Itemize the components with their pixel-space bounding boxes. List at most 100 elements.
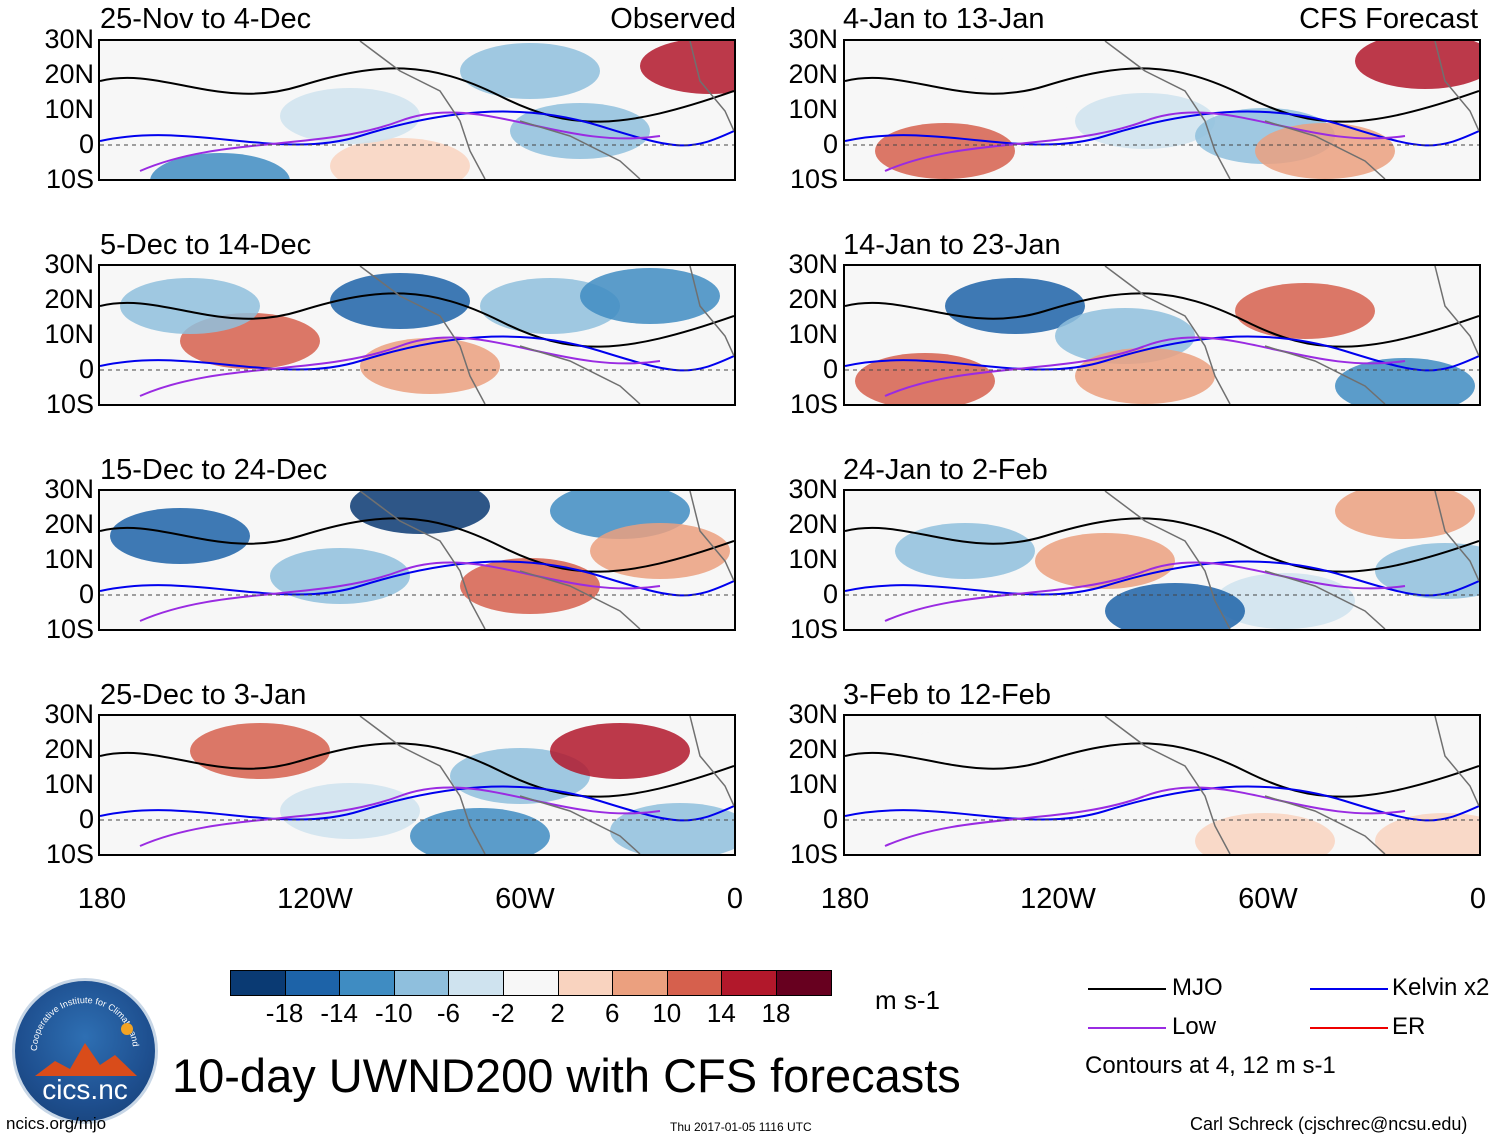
lat-label: 20N: [44, 734, 94, 764]
wind-anomaly-shade: [875, 123, 1015, 179]
lat-label: 30N: [788, 249, 838, 279]
wind-anomaly-shade: [895, 523, 1035, 579]
mjo-legend-line: [1088, 988, 1166, 990]
colorbar-swatch: [284, 970, 341, 996]
wind-anomaly-shade: [1235, 283, 1375, 339]
lat-label: 30N: [788, 699, 838, 729]
wave-contour: [139, 336, 661, 397]
colorbar-swatch: [393, 970, 450, 996]
footer-timestamp: Thu 2017-01-05 1116 UTC: [670, 1120, 812, 1134]
wave-contour: [139, 561, 661, 622]
panel-title: 25-Nov to 4-Dec: [100, 3, 312, 35]
wind-anomaly-shade: [360, 338, 500, 394]
colorbar-tick-label: -18: [265, 998, 304, 1028]
lat-label: 30N: [44, 249, 94, 279]
wind-anomaly-shade: [1355, 41, 1479, 89]
panel-title: 14-Jan to 23-Jan: [843, 229, 1061, 261]
wind-anomaly-shade: [895, 728, 1035, 784]
wind-anomaly-shade: [510, 103, 650, 159]
wave-contour: [845, 67, 1479, 123]
lat-label: 0: [78, 804, 94, 834]
er-legend-line: [1310, 1027, 1388, 1029]
wind-anomaly-shade: [590, 523, 730, 579]
wave-contour: [845, 560, 1479, 597]
lat-label: 10S: [789, 389, 838, 419]
wind-anomaly-shade: [975, 798, 1115, 854]
wave-contour: [845, 335, 1479, 372]
wave-contour: [100, 110, 734, 147]
lat-label: 20N: [788, 509, 838, 539]
lat-label: 0: [822, 579, 838, 609]
lat-label: 0: [78, 129, 94, 159]
map-panel-observed-2: [98, 264, 736, 406]
lon-label: 120W: [1020, 883, 1096, 915]
lon-label: 60W: [1238, 883, 1298, 915]
lat-label: 10S: [789, 839, 838, 869]
map-panel-observed-4: [98, 714, 736, 856]
coastline: [1104, 41, 1479, 179]
wave-contour: [845, 517, 1479, 573]
colorbar-units: m s-1: [875, 985, 940, 1015]
mjo-legend-label: MJO: [1172, 974, 1223, 1001]
colorbar-swatch: [666, 970, 723, 996]
wind-anomaly-shade: [460, 43, 600, 99]
wind-anomaly-shade: [855, 353, 995, 404]
low-legend-label: Low: [1172, 1013, 1217, 1040]
coastline: [1104, 266, 1479, 404]
wind-anomaly-shade: [945, 278, 1085, 334]
map-panel-observed-3: [98, 489, 736, 631]
lat-label: 10N: [788, 319, 838, 349]
lat-label: 30N: [44, 474, 94, 504]
lat-label: 30N: [788, 474, 838, 504]
map-panel-forecast-1: [843, 39, 1481, 181]
lat-label: 10S: [45, 839, 94, 869]
lat-label: 10N: [788, 769, 838, 799]
lat-label: 10S: [45, 389, 94, 419]
colorbar-tick-label: -2: [491, 998, 515, 1028]
panel-title: 3-Feb to 12-Feb: [843, 679, 1051, 711]
lon-label: 0: [726, 883, 744, 915]
wave-contour: [884, 561, 1406, 622]
wind-anomaly-shade: [280, 783, 420, 839]
wave-contour: [845, 292, 1479, 348]
panel-title: 5-Dec to 14-Dec: [100, 229, 312, 261]
lat-label: 20N: [44, 284, 94, 314]
lat-label: 0: [822, 804, 838, 834]
lat-label: 10N: [788, 94, 838, 124]
coastline: [359, 491, 734, 629]
lat-label: 10N: [44, 544, 94, 574]
coastline: [359, 266, 734, 404]
lat-label: 30N: [788, 24, 838, 54]
wave-contour: [100, 517, 734, 573]
colorbar-tick-label: -14: [320, 998, 358, 1028]
map-panel-forecast-4: [843, 714, 1481, 856]
wave-contour: [139, 786, 661, 847]
wind-anomaly-shade: [1075, 748, 1215, 804]
wind-anomaly-shade: [550, 723, 690, 779]
coastline: [359, 41, 734, 179]
panel-title: 4-Jan to 13-Jan: [843, 3, 1045, 35]
lat-label: 10N: [44, 769, 94, 799]
lon-label: 120W: [277, 883, 353, 915]
lat-label: 10S: [45, 164, 94, 194]
colorbar-swatch: [230, 970, 286, 996]
wave-contour: [100, 785, 734, 822]
kelvin-legend-line: [1310, 988, 1388, 990]
lat-label: 0: [78, 354, 94, 384]
wave-contour: [100, 742, 734, 798]
wave-contour: [139, 111, 661, 172]
wind-anomaly-shade: [640, 41, 734, 94]
map-panel-forecast-2: [843, 264, 1481, 406]
wind-anomaly-shade: [610, 803, 734, 854]
svg-text:Cooperative Institute for Clim: Cooperative Institute for Climate and Sa…: [15, 981, 141, 1051]
lon-label: 0: [1469, 883, 1487, 915]
lat-label: 0: [78, 579, 94, 609]
footer-url[interactable]: ncics.org/mjo: [6, 1114, 107, 1133]
lat-label: 20N: [788, 734, 838, 764]
colorbar-tick-label: 14: [706, 998, 736, 1028]
map-panel-forecast-3: [843, 489, 1481, 631]
lon-label: 180: [77, 883, 127, 915]
low-legend-line: [1088, 1027, 1166, 1029]
wind-anomaly-shade: [1105, 583, 1245, 629]
colorbar-swatch: [339, 970, 395, 996]
